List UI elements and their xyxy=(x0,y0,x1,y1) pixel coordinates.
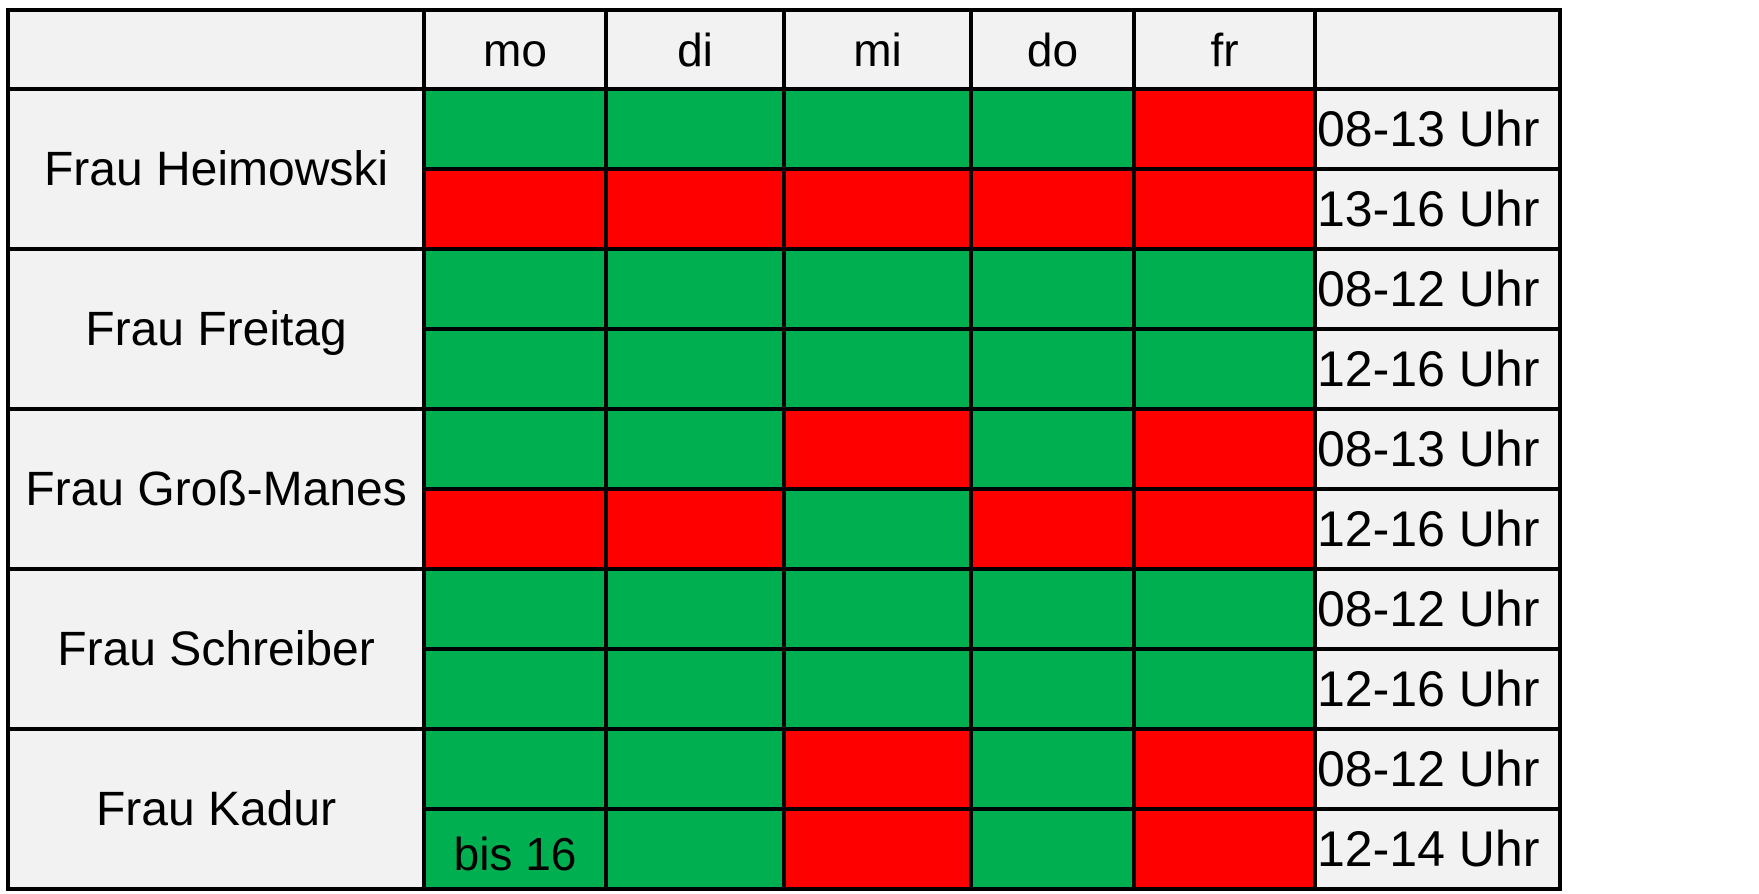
slot-mi-unavailable xyxy=(782,807,973,891)
time-range: 08-12 Uhr xyxy=(1313,727,1562,811)
time-range: 08-13 Uhr xyxy=(1313,87,1562,171)
day-header-mo: mo xyxy=(422,8,608,91)
slot-mi-unavailable xyxy=(782,727,973,811)
slot-do-available xyxy=(969,727,1136,811)
availability-table: mo di mi do fr Frau Heimowski 08-13 Uhr 13… xyxy=(6,8,1562,891)
slot-do-available xyxy=(969,567,1136,651)
slot-do-unavailable xyxy=(969,487,1136,571)
header-row: mo di mi do fr xyxy=(6,8,1562,91)
slot-mi-available xyxy=(782,647,973,731)
slot-mo-available xyxy=(422,87,608,171)
slot-di-unavailable xyxy=(604,487,786,571)
schedule-row: 13-16 Uhr xyxy=(8,167,1562,251)
schedule-row: Frau Groß-Manes 08-13 Uhr xyxy=(6,407,1562,571)
schedule-row: Frau Schreiber 08-12 Uhr xyxy=(6,567,1562,731)
slot-di-unavailable xyxy=(604,167,786,251)
slot-mi-available xyxy=(782,87,973,171)
slot-fr-available xyxy=(1132,647,1317,731)
slot-do-available xyxy=(969,807,1136,891)
day-header-di: di xyxy=(604,8,786,91)
person-name: Frau Kadur xyxy=(6,727,426,891)
person-name: Frau Freitag xyxy=(6,247,426,411)
person-name: Frau Heimowski xyxy=(6,87,426,251)
slot-mi-unavailable xyxy=(782,407,973,491)
slot-di-available xyxy=(604,727,786,811)
slot-mo-available xyxy=(422,407,608,491)
slot-do-available xyxy=(969,327,1136,411)
corner-cell xyxy=(6,8,426,91)
slot-do-available xyxy=(969,247,1136,331)
slot-mo-available xyxy=(422,647,608,731)
schedule-body: Frau Heimowski 08-13 Uhr 13-16 Uhr Frau Fre… xyxy=(6,87,1562,891)
slot-mi-available xyxy=(782,327,973,411)
time-range: 12-16 Uhr xyxy=(1313,327,1562,411)
schedule-row: bis 16 12-14 Uhr xyxy=(8,807,1562,891)
slot-di-available xyxy=(604,87,786,171)
slot-mi-available xyxy=(782,487,973,571)
slot-mo-unavailable xyxy=(422,167,608,251)
person-name: Frau Schreiber xyxy=(6,567,426,731)
schedule-row: 12-16 Uhr xyxy=(8,327,1562,411)
time-range: 08-13 Uhr xyxy=(1313,407,1562,491)
slot-fr-available xyxy=(1132,247,1317,331)
slot-mo-unavailable xyxy=(422,487,608,571)
slot-fr-unavailable xyxy=(1132,807,1317,891)
time-range: 08-12 Uhr xyxy=(1313,567,1562,651)
slot-di-available xyxy=(604,407,786,491)
slot-do-available xyxy=(969,87,1136,171)
slot-di-available xyxy=(604,567,786,651)
day-header-mi: mi xyxy=(782,8,973,91)
slot-fr-available xyxy=(1132,327,1317,411)
slot-mi-available xyxy=(782,567,973,651)
corner-cell-right xyxy=(1313,8,1562,91)
slot-mi-unavailable xyxy=(782,167,973,251)
slot-mi-available xyxy=(782,247,973,331)
slot-do-unavailable xyxy=(969,167,1136,251)
slot-mo-available xyxy=(422,727,608,811)
slot-di-available xyxy=(604,647,786,731)
slot-fr-unavailable xyxy=(1132,407,1317,491)
day-header-fr: fr xyxy=(1132,8,1317,91)
schedule-row: Frau Heimowski 08-13 Uhr xyxy=(6,87,1562,251)
time-range: 08-12 Uhr xyxy=(1313,247,1562,331)
slot-do-available xyxy=(969,647,1136,731)
slot-mo-available: bis 16 xyxy=(422,807,608,891)
slot-fr-unavailable xyxy=(1132,727,1317,811)
slot-fr-unavailable xyxy=(1132,487,1317,571)
time-range: 12-16 Uhr xyxy=(1313,487,1562,571)
schedule-row: 12-16 Uhr xyxy=(8,647,1562,731)
schedule-row: Frau Freitag 08-12 Uhr xyxy=(6,247,1562,411)
slot-mo-available xyxy=(422,247,608,331)
slot-di-available xyxy=(604,247,786,331)
schedule-row: 12-16 Uhr xyxy=(8,487,1562,571)
time-range: 12-14 Uhr xyxy=(1313,807,1562,891)
slot-di-available xyxy=(604,327,786,411)
slot-fr-available xyxy=(1132,567,1317,651)
time-range: 13-16 Uhr xyxy=(1313,167,1562,251)
slot-mo-available xyxy=(422,327,608,411)
slot-mo-available xyxy=(422,567,608,651)
schedule-row: Frau Kadur 08-12 Uhr xyxy=(6,727,1562,891)
slot-do-available xyxy=(969,407,1136,491)
slot-fr-unavailable xyxy=(1132,87,1317,171)
day-header-do: do xyxy=(969,8,1136,91)
time-range: 12-16 Uhr xyxy=(1313,647,1562,731)
slot-di-available xyxy=(604,807,786,891)
slot-fr-unavailable xyxy=(1132,167,1317,251)
person-name: Frau Groß-Manes xyxy=(6,407,426,571)
